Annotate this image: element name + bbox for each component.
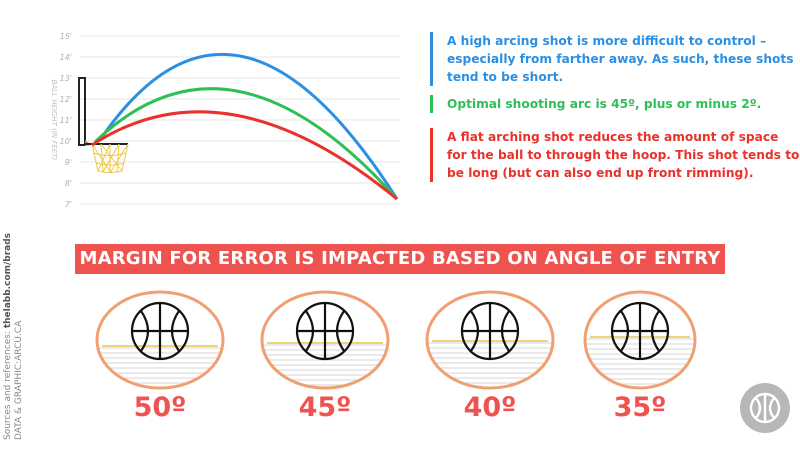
basketball-icon [130,301,190,361]
height-grid [80,35,400,205]
y-tick-label: 9' [65,158,72,167]
margin-banner: MARGIN FOR ERROR IS IMPACTED BASED ON AN… [75,244,725,274]
angle-label-40: 40º [463,392,517,423]
y-tick-label: 10' [60,137,72,146]
source-site: thelabb.com/brads [3,232,13,329]
y-tick-label: 8' [65,179,72,188]
source-credit: Sources and references: thelabb.com/brad… [3,233,25,440]
flat-arc-note: A flat arching shot reduces the amount o… [430,128,800,182]
angle-label-50: 50º [133,392,187,423]
source-line: Sources and references: thelabb.com/brad… [3,233,14,440]
basketball-logo-icon [740,383,790,433]
flat-arc-trajectory [91,110,398,201]
hoop-ellipse [260,290,390,390]
hoop-ellipse [95,290,225,390]
hoop-ellipse [425,290,555,390]
basketball-icon [610,301,670,361]
optimal-arc-trajectory [93,87,399,200]
optimal-arc-note: Optimal shooting arc is 45º, plus or min… [430,95,800,113]
y-tick-label: 12' [60,95,72,104]
hoop-ellipse [583,290,697,390]
credit-line: DATA & GRAPHIC:ARCU.CA [14,320,24,440]
angle-label-45: 45º [298,392,352,423]
high-arc-note: A high arcing shot is more difficult to … [430,32,800,86]
backboard [78,77,86,146]
y-tick-label: 7' [65,200,72,209]
high-arc-trajectory [98,53,399,200]
basketball-icon [295,301,355,361]
angle-hoops [95,290,697,390]
y-tick-label: 15' [60,32,72,41]
y-tick-label: 14' [60,53,72,62]
basketball-hoop [78,77,129,174]
y-tick-label: 13' [60,74,72,83]
y-axis-label: BALL HEIGHT (IN FEET) [50,80,58,161]
y-tick-label: 11' [60,116,72,125]
basketball-icon [460,301,520,361]
angle-label-35: 35º [613,392,667,423]
source-prefix: Sources and references: [3,331,13,440]
net [91,143,129,174]
